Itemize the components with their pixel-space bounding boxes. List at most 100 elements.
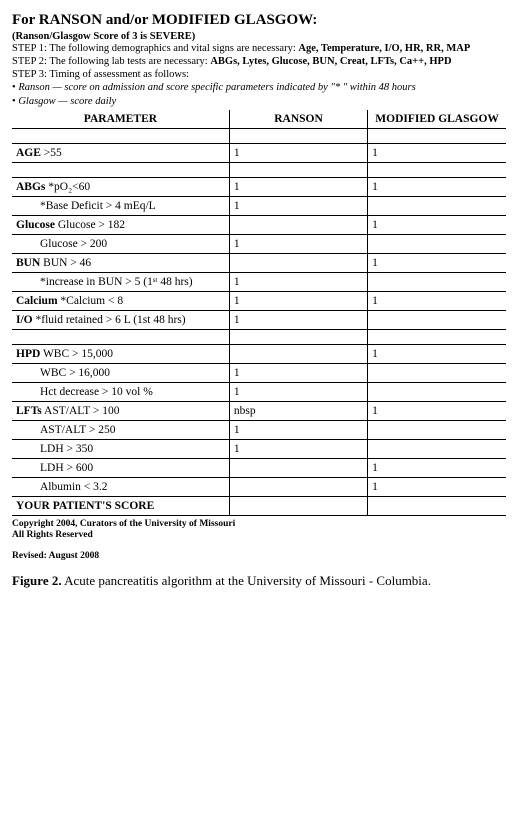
- cell-parameter: LFTs AST/ALT > 100: [12, 401, 229, 420]
- step3-label: STEP 3:: [12, 69, 47, 80]
- table-row: *increase in BUN > 5 (1ˢᵗ 48 hrs)1: [12, 272, 506, 291]
- cell-ranson: [229, 477, 367, 496]
- table-row: Albumin < 3.2 1: [12, 477, 506, 496]
- doc-title: For RANSON and/or MODIFIED GLASGOW:: [12, 12, 506, 29]
- cell-glasgow: [368, 162, 506, 177]
- step-1: STEP 1: The following demographics and v…: [12, 42, 506, 55]
- cell-parameter: [12, 162, 229, 177]
- cell-parameter: *increase in BUN > 5 (1ˢᵗ 48 hrs): [12, 272, 229, 291]
- doc-subtitle: (Ranson/Glasgow Score of 3 is SEVERE): [12, 31, 506, 42]
- table-row: LDH > 600 1: [12, 458, 506, 477]
- cell-parameter: Hct decrease > 10 vol %: [12, 382, 229, 401]
- cell-glasgow: 1: [368, 344, 506, 363]
- cell-ranson: 1: [229, 420, 367, 439]
- cell-glasgow: [368, 363, 506, 382]
- cell-parameter: [12, 128, 229, 143]
- cell-parameter: ABGs *pO₂<60: [12, 177, 229, 196]
- cell-ranson: 1: [229, 310, 367, 329]
- cell-ranson: 1: [229, 439, 367, 458]
- cell-ranson: [229, 128, 367, 143]
- table-row: Glucose > 2001: [12, 234, 506, 253]
- cell-ranson: nbsp: [229, 401, 367, 420]
- table-row: ABGs *pO₂<6011: [12, 177, 506, 196]
- cell-parameter: AST/ALT > 250: [12, 420, 229, 439]
- table-row: LFTs AST/ALT > 100nbsp1: [12, 401, 506, 420]
- cell-ranson: 1: [229, 143, 367, 162]
- cell-ranson: [229, 458, 367, 477]
- cell-glasgow: [368, 234, 506, 253]
- bullet-ranson: Ranson — score on admission and score sp…: [12, 81, 506, 94]
- cell-parameter: LDH > 600: [12, 458, 229, 477]
- table-row: YOUR PATIENT'S SCORE: [12, 496, 506, 515]
- table-row: LDH > 3501: [12, 439, 506, 458]
- figure-caption: Figure 2. Acute pancreatitis algorithm a…: [12, 573, 506, 590]
- cell-parameter: HPD WBC > 15,000: [12, 344, 229, 363]
- copyright: Copyright 2004, Curators of the Universi…: [12, 519, 506, 542]
- cell-glasgow: [368, 382, 506, 401]
- cell-parameter: *Base Deficit > 4 mEq/L: [12, 196, 229, 215]
- step2-bold: ABGs, Lytes, Glucose, BUN, Creat, LFTs, …: [210, 56, 451, 67]
- cell-parameter: Calcium *Calcium < 8: [12, 291, 229, 310]
- cell-glasgow: [368, 272, 506, 291]
- cell-parameter: I/O *fluid retained > 6 L (1st 48 hrs): [12, 310, 229, 329]
- cell-ranson: 1: [229, 234, 367, 253]
- copyright-line1: Copyright 2004, Curators of the Universi…: [12, 519, 506, 530]
- table-row: AST/ALT > 2501: [12, 420, 506, 439]
- step2-text: The following lab tests are necessary:: [47, 56, 210, 67]
- cell-ranson: 1: [229, 363, 367, 382]
- cell-ranson: 1: [229, 196, 367, 215]
- cell-glasgow: [368, 439, 506, 458]
- copyright-line2: All Rights Reserved: [12, 530, 506, 541]
- cell-glasgow: [368, 329, 506, 344]
- table-row: *Base Deficit > 4 mEq/L1: [12, 196, 506, 215]
- cell-ranson: [229, 162, 367, 177]
- col-ranson: RANSON: [229, 110, 367, 129]
- cell-glasgow: 1: [368, 401, 506, 420]
- cell-parameter: BUN BUN > 46: [12, 253, 229, 272]
- cell-glasgow: 1: [368, 458, 506, 477]
- cell-glasgow: 1: [368, 477, 506, 496]
- cell-ranson: 1: [229, 382, 367, 401]
- cell-glasgow: [368, 496, 506, 515]
- table-header-row: PARAMETER RANSON MODIFIED GLASGOW: [12, 110, 506, 129]
- step1-bold: Age, Temperature, I/O, HR, RR, MAP: [298, 43, 470, 54]
- table-row: [12, 329, 506, 344]
- step1-label: STEP 1:: [12, 43, 47, 54]
- figure-text: Acute pancreatitis algorithm at the Univ…: [62, 573, 431, 588]
- step3-text: Timing of assessment as follows:: [47, 69, 189, 80]
- cell-parameter: AGE >55: [12, 143, 229, 162]
- cell-ranson: [229, 344, 367, 363]
- cell-glasgow: [368, 128, 506, 143]
- cell-glasgow: 1: [368, 143, 506, 162]
- table-row: I/O *fluid retained > 6 L (1st 48 hrs)1: [12, 310, 506, 329]
- table-row: Glucose Glucose > 182 1: [12, 215, 506, 234]
- cell-glasgow: [368, 196, 506, 215]
- table-row: Calcium *Calcium < 811: [12, 291, 506, 310]
- col-glasgow: MODIFIED GLASGOW: [368, 110, 506, 129]
- cell-parameter: Glucose > 200: [12, 234, 229, 253]
- cell-ranson: 1: [229, 291, 367, 310]
- cell-ranson: [229, 496, 367, 515]
- cell-ranson: 1: [229, 272, 367, 291]
- cell-glasgow: 1: [368, 215, 506, 234]
- step-2: STEP 2: The following lab tests are nece…: [12, 55, 506, 68]
- cell-glasgow: [368, 310, 506, 329]
- cell-parameter: Albumin < 3.2: [12, 477, 229, 496]
- cell-glasgow: 1: [368, 177, 506, 196]
- cell-parameter: YOUR PATIENT'S SCORE: [12, 496, 229, 515]
- bullet-glasgow: Glasgow — score daily: [12, 95, 506, 108]
- cell-ranson: [229, 329, 367, 344]
- figure-label: Figure 2.: [12, 573, 62, 588]
- cell-glasgow: 1: [368, 253, 506, 272]
- table-row: WBC > 16,0001: [12, 363, 506, 382]
- table-row: Hct decrease > 10 vol %1: [12, 382, 506, 401]
- table-row: BUN BUN > 46 1: [12, 253, 506, 272]
- cell-parameter: [12, 329, 229, 344]
- table-row: AGE >5511: [12, 143, 506, 162]
- table-row: HPD WBC > 15,000 1: [12, 344, 506, 363]
- cell-parameter: Glucose Glucose > 182: [12, 215, 229, 234]
- cell-parameter: LDH > 350: [12, 439, 229, 458]
- step1-text: The following demographics and vital sig…: [47, 43, 298, 54]
- step2-label: STEP 2:: [12, 56, 47, 67]
- table-row: [12, 128, 506, 143]
